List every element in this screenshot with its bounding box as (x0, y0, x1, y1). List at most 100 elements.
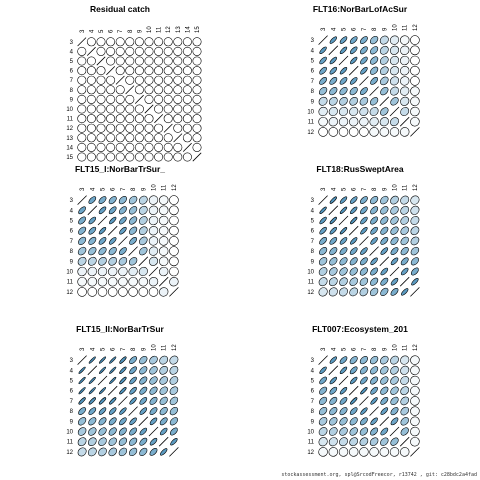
row-label: 11 (67, 117, 74, 123)
corr-ellipse (115, 133, 125, 143)
corr-ellipse (318, 277, 328, 287)
corr-ellipse (390, 365, 399, 375)
diagonal-mark (77, 37, 87, 47)
col-label: 10 (147, 26, 153, 33)
corr-ellipse (78, 236, 87, 245)
corr-ellipse (370, 237, 378, 245)
corr-ellipse (370, 376, 379, 385)
corr-ellipse (349, 356, 358, 365)
corr-ellipse (349, 56, 358, 65)
corr-ellipse (108, 427, 117, 436)
diagonal-mark (348, 385, 359, 396)
corr-ellipse (148, 226, 159, 236)
corr-ellipse (115, 94, 125, 104)
corr-ellipse (96, 152, 106, 162)
corr-ellipse (359, 46, 368, 55)
corr-ellipse (78, 226, 87, 235)
corr-ellipse (154, 66, 164, 76)
corr-ellipse (410, 406, 420, 416)
corr-ellipse (400, 288, 409, 296)
corr-ellipse (329, 76, 338, 85)
corr-ellipse (96, 37, 106, 47)
corr-ellipse (88, 397, 96, 405)
corr-ellipse (115, 142, 125, 152)
corr-ellipse (389, 55, 400, 66)
col-label: 13 (176, 26, 182, 33)
corr-ellipse (98, 226, 107, 235)
row-label: 9 (311, 99, 315, 105)
corr-ellipse (88, 356, 96, 364)
corr-ellipse (125, 94, 135, 104)
corr-ellipse (144, 133, 154, 143)
corr-ellipse (400, 236, 409, 246)
corr-ellipse (129, 397, 137, 405)
diagonal-mark (369, 406, 379, 416)
corr-ellipse (149, 447, 158, 456)
corr-ellipse (77, 266, 87, 277)
corr-ellipse (119, 417, 127, 426)
corr-ellipse (329, 196, 337, 204)
corr-ellipse (109, 356, 117, 364)
diagonal-mark (97, 375, 108, 386)
corr-ellipse (96, 104, 106, 114)
corr-ellipse (318, 267, 328, 276)
panel-title: FLT15_I:NorBarTrSur_ (75, 164, 165, 174)
corr-ellipse (149, 417, 158, 426)
col-label: 14 (185, 26, 191, 33)
corr-ellipse (163, 152, 173, 162)
corr-ellipse (149, 407, 158, 416)
corr-ellipse (77, 287, 87, 297)
diagonal-mark (107, 225, 118, 236)
corr-ellipse (134, 123, 144, 133)
corr-ellipse (192, 66, 202, 76)
corr-ellipse (86, 142, 96, 152)
corr-ellipse (134, 37, 144, 47)
row-label: 8 (311, 409, 315, 415)
corr-ellipse (349, 196, 358, 204)
corr-ellipse (410, 226, 420, 236)
corr-ellipse (169, 236, 179, 246)
corr-ellipse (349, 87, 358, 96)
col-label: 15 (195, 26, 201, 33)
corr-ellipse (169, 195, 179, 205)
corr-ellipse (125, 152, 135, 162)
col-label: 10 (152, 184, 158, 191)
corr-ellipse (138, 205, 148, 215)
corr-ellipse (88, 196, 97, 204)
corr-ellipse (78, 216, 87, 225)
corr-ellipse (154, 142, 164, 152)
corr-ellipse (87, 447, 97, 457)
row-label: 7 (311, 399, 315, 405)
col-label: 8 (131, 347, 137, 351)
corr-ellipse (118, 447, 128, 457)
corr-ellipse (339, 206, 348, 214)
row-label: 3 (70, 358, 74, 364)
corr-ellipse (154, 37, 164, 47)
corr-ellipse (339, 366, 348, 375)
corr-ellipse (329, 237, 338, 245)
col-label: 4 (90, 187, 96, 191)
corr-ellipse (163, 85, 173, 95)
corr-ellipse (192, 75, 202, 85)
col-label: 7 (362, 347, 368, 351)
corr-ellipse (339, 196, 348, 204)
corr-ellipse (410, 416, 420, 427)
diagonal-mark (158, 276, 169, 287)
col-label: 6 (352, 347, 358, 351)
corr-ellipse (77, 437, 87, 447)
corr-ellipse (87, 256, 97, 266)
col-label: 11 (403, 184, 409, 191)
col-label: 11 (403, 344, 409, 351)
corr-ellipse (360, 226, 368, 235)
col-label: 9 (137, 29, 143, 33)
corr-ellipse (349, 77, 358, 85)
corr-ellipse (96, 133, 106, 143)
col-label: 7 (362, 27, 368, 31)
row-label: 11 (67, 440, 74, 446)
corr-ellipse (329, 66, 338, 75)
corr-ellipse (139, 407, 148, 415)
corr-ellipse (106, 152, 116, 162)
corr-ellipse (319, 46, 327, 55)
diagonal-mark (338, 55, 349, 66)
